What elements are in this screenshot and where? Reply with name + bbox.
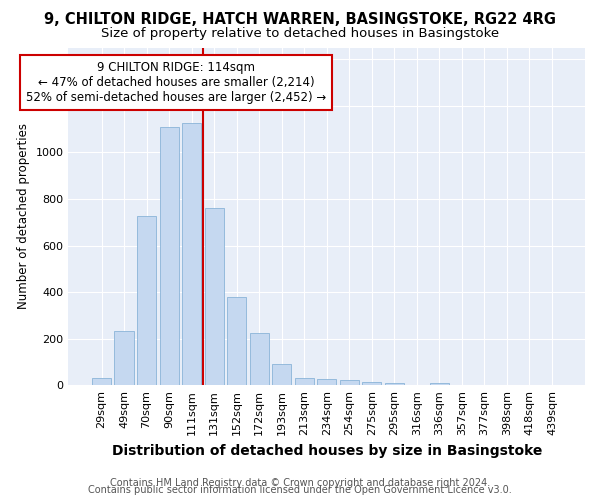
- Bar: [385, 383, 404, 386]
- Bar: [92, 378, 111, 386]
- Text: 9, CHILTON RIDGE, HATCH WARREN, BASINGSTOKE, RG22 4RG: 9, CHILTON RIDGE, HATCH WARREN, BASINGST…: [44, 12, 556, 28]
- Bar: [227, 297, 246, 386]
- Bar: [295, 378, 314, 386]
- Text: Contains public sector information licensed under the Open Government Licence v3: Contains public sector information licen…: [88, 485, 512, 495]
- X-axis label: Distribution of detached houses by size in Basingstoke: Distribution of detached houses by size …: [112, 444, 542, 458]
- Bar: [182, 123, 201, 386]
- Bar: [137, 216, 156, 386]
- Y-axis label: Number of detached properties: Number of detached properties: [17, 124, 30, 310]
- Bar: [160, 126, 179, 386]
- Bar: [430, 383, 449, 386]
- Bar: [205, 208, 224, 386]
- Bar: [340, 380, 359, 386]
- Bar: [317, 380, 337, 386]
- Bar: [272, 364, 291, 386]
- Text: Contains HM Land Registry data © Crown copyright and database right 2024.: Contains HM Land Registry data © Crown c…: [110, 478, 490, 488]
- Text: Size of property relative to detached houses in Basingstoke: Size of property relative to detached ho…: [101, 26, 499, 40]
- Bar: [362, 382, 382, 386]
- Bar: [250, 333, 269, 386]
- Text: 9 CHILTON RIDGE: 114sqm
← 47% of detached houses are smaller (2,214)
52% of semi: 9 CHILTON RIDGE: 114sqm ← 47% of detache…: [26, 61, 326, 104]
- Bar: [115, 330, 134, 386]
